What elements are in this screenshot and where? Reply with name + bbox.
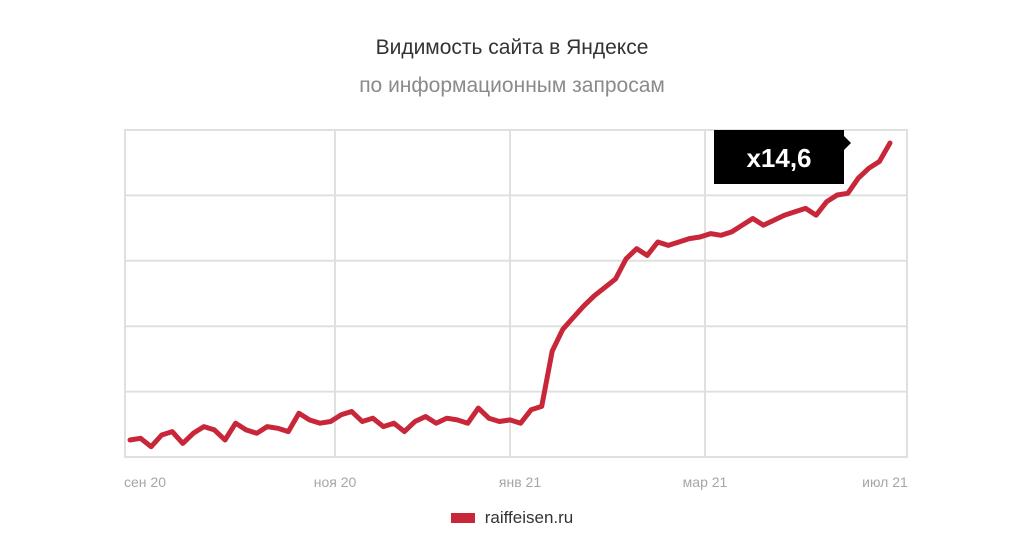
chart-grid [124, 129, 908, 458]
x-tick-label: сен 20 [124, 474, 166, 490]
x-tick-label: ноя 20 [314, 474, 357, 490]
x-axis-ticks: сен 20 ноя 20 янв 21 мар 21 июл 21 [124, 474, 908, 490]
chart-legend: raiffeisen.ru [0, 508, 1024, 528]
chart-subtitle: по информационным запросам [359, 74, 665, 97]
badge-background [714, 130, 844, 184]
badge-text: x14,6 [746, 143, 811, 173]
badge-pointer [844, 136, 851, 150]
x-tick-label: янв 21 [499, 474, 541, 490]
x-tick-label: мар 21 [683, 474, 728, 490]
x-tick-label: июл 21 [862, 474, 908, 490]
series-line-raiffeisen [127, 140, 893, 450]
growth-annotation-badge: x14,6 [714, 130, 851, 184]
plot-frame [124, 129, 908, 458]
legend-swatch [450, 513, 475, 523]
chart-title: Видимость сайта в Яндексе [375, 36, 649, 59]
legend-label: raiffeisen.ru [484, 508, 574, 527]
